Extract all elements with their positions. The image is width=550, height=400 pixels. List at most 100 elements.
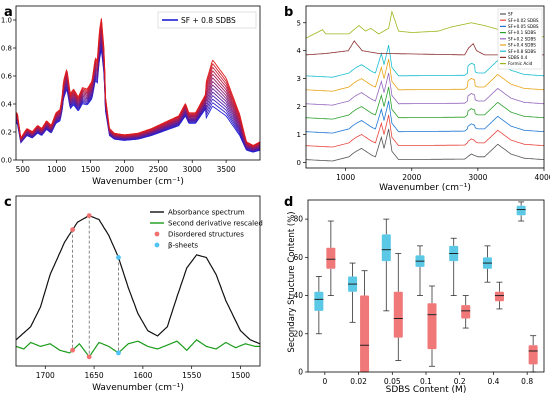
x-tick-label: 1600	[133, 371, 152, 380]
y-tick-label: 3	[297, 75, 301, 83]
panel-c-frame	[15, 195, 261, 367]
y-tick-label: 80	[293, 215, 303, 224]
x-tick-label: 500	[16, 165, 31, 174]
x-tick-label: 0.02	[350, 377, 367, 386]
box-body	[381, 234, 391, 262]
panel-c-legend: Absorbance spectrum Second derivative res…	[150, 209, 263, 250]
peak-marker	[70, 347, 76, 353]
x-tick-label: 0.4	[487, 377, 499, 386]
panel-c: c 1700 1650 1600 1550 1500 Wavenumber (cm⁻¹)…	[4, 195, 263, 393]
spectrum-line	[15, 214, 261, 345]
y-tick-label: 0.4	[1, 101, 13, 109]
spectrum-line	[16, 49, 261, 153]
peak-marker	[86, 213, 92, 219]
panel-b-xlabel: Wavenumber (cm⁻¹)	[379, 183, 471, 193]
y-tick-label: 20	[293, 329, 303, 338]
panel-d-frame	[307, 199, 545, 373]
box-body	[494, 291, 504, 302]
x-tick-label: 0.8	[521, 377, 533, 386]
panel-d-ylabel: Secondary Structure Content (%)	[287, 211, 297, 352]
legend-swatch	[154, 231, 160, 237]
box-body	[461, 305, 471, 319]
y-tick-label: 4	[297, 47, 302, 55]
x-tick-label: 1500	[81, 165, 100, 174]
spectrum-line	[305, 128, 544, 162]
spectrum-line	[15, 338, 260, 358]
legend-label: SF+0.8 SDBS	[508, 49, 536, 54]
y-tick-label: 40	[293, 291, 303, 300]
box-body	[360, 295, 370, 372]
peak-marker	[116, 350, 121, 356]
spectrum-line	[306, 59, 545, 92]
legend-label: Disordered structures	[168, 231, 244, 239]
spectrum-line	[306, 72, 545, 106]
panel-d-xlabel: SDBS Content (M)	[386, 385, 467, 395]
box-body	[427, 303, 437, 350]
x-tick-label: 1650	[85, 371, 104, 380]
x-tick-label: 1550	[182, 371, 201, 380]
y-tick-label: 0	[298, 368, 303, 377]
peak-marker	[70, 227, 76, 233]
x-tick-label: 2500	[149, 165, 168, 174]
box-body	[393, 291, 403, 338]
box-body	[314, 291, 324, 311]
x-tick-label: 3000	[468, 173, 487, 182]
x-tick-label: 3000	[183, 165, 202, 174]
panel-a-xlabel: Wavenumber (cm⁻¹)	[92, 177, 184, 187]
y-tick-label: 5	[297, 19, 301, 27]
legend-label: SF+0.02 SDBS	[508, 18, 539, 23]
spectrum-line	[16, 37, 261, 150]
panel-b-frame	[305, 5, 545, 169]
legend-label: Second derivative rescaled	[168, 220, 263, 228]
y-tick-label: 0	[297, 159, 301, 167]
x-tick-label: 1000	[47, 165, 66, 174]
spectrum-line	[305, 86, 544, 120]
legend-label: SF	[508, 12, 514, 17]
y-tick-label: 0.2	[1, 129, 12, 137]
box-body	[326, 247, 336, 269]
panel-a-legend: SF + 0.8 SDBS	[157, 11, 257, 29]
panel-b-label: b	[284, 5, 293, 20]
spectrum-line	[306, 114, 545, 148]
y-tick-label: 1.0	[1, 17, 12, 25]
legend-label: SDBS 0.4	[508, 55, 528, 60]
spectrum-line	[16, 44, 261, 152]
x-tick-label: 0.1	[420, 377, 432, 386]
x-tick-label: 1000	[336, 173, 355, 182]
spectrum-line	[306, 100, 545, 134]
y-tick-label: 2	[297, 103, 301, 111]
x-tick-label: 3500	[217, 165, 236, 174]
y-tick-label: 0.8	[1, 45, 12, 53]
panel-a: a 500 1000 1500 2000 2500 3000 3500 0.0 0.2 0.4 0.…	[1, 5, 261, 187]
peak-marker	[116, 255, 121, 260]
legend-label: Absorbance spectrum	[168, 209, 245, 217]
y-tick-label: 0.0	[1, 157, 12, 165]
x-tick-label: 2000	[402, 173, 421, 182]
spectrum-line	[16, 27, 261, 148]
x-tick-label: 0.2	[454, 377, 466, 386]
panel-d-label: d	[284, 195, 293, 210]
panel-a-label: a	[4, 5, 13, 20]
spectrum-line	[16, 32, 261, 149]
y-tick-label: 1	[297, 131, 301, 139]
panel-c-label: c	[4, 195, 12, 210]
x-tick-label: 1500	[231, 371, 250, 380]
x-tick-label: 0	[322, 377, 327, 386]
y-tick-label: 0.6	[1, 73, 13, 81]
legend-label: SF+0.05 SDBS	[508, 24, 539, 29]
y-tick-label: 60	[293, 253, 303, 262]
spectrum-line	[16, 18, 261, 146]
x-tick-label: 2000	[115, 165, 134, 174]
box-body	[516, 205, 526, 216]
spectrum-line	[16, 25, 261, 148]
panel-a-legend-text: SF + 0.8 SDBS	[181, 16, 236, 25]
legend-label: SF+0.2 SDBS	[508, 36, 536, 41]
spectrum-line	[16, 42, 261, 151]
x-tick-label: 1700	[36, 371, 55, 380]
x-tick-label: 0.05	[384, 377, 401, 386]
legend-label: Formic Acid	[508, 61, 533, 66]
